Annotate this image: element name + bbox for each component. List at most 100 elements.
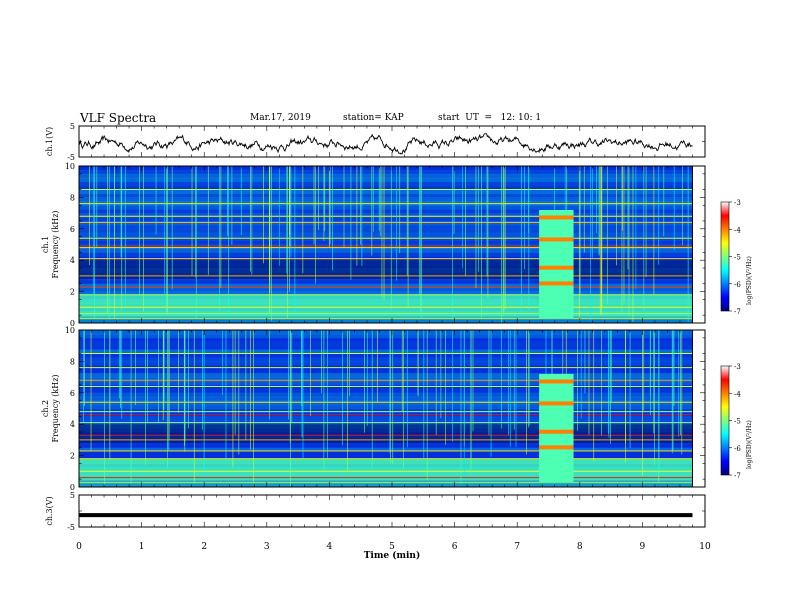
panel1-ytick-label: 5 (70, 122, 75, 131)
ch2-row (79, 396, 693, 402)
ch2-row (79, 369, 693, 374)
figure-title: VLF Spectra (80, 111, 157, 125)
ch2-colorbar-tick-label: -5 (734, 418, 741, 426)
ch2-row (79, 392, 693, 398)
ch2-bright-block-line (539, 379, 574, 384)
ch1-colorbar (720, 201, 730, 312)
ch1-row (79, 224, 693, 230)
panel2-ytick-label: 10 (65, 162, 75, 171)
ch1-row (79, 279, 693, 285)
panel3-ytick-label: 4 (70, 420, 75, 429)
ch2-row (79, 361, 693, 366)
xaxis-label: Time (min) (364, 550, 421, 561)
ch2-row (79, 377, 693, 382)
xtick-label: 2 (201, 542, 207, 552)
ch2-row (79, 447, 693, 453)
ch2-row (79, 455, 693, 461)
panel4-ytick-label: 5 (70, 491, 75, 500)
panel2-ylabel-units: Frequency (kHz) (51, 210, 60, 278)
panel2-ytick-label: 8 (70, 193, 75, 202)
ch1-colorbar-tick-label: -4 (734, 226, 741, 234)
panel3-ytick-label: 6 (70, 389, 75, 398)
ch2-row (79, 353, 693, 358)
ch2-row (79, 333, 693, 339)
ch1-row (79, 197, 693, 202)
figure-start-ut: start UT = 12: 10: 1 (438, 113, 542, 123)
ch2-row (79, 373, 693, 378)
ch2-row (79, 349, 693, 355)
ch2-colorbar-tick-label: -7 (734, 472, 741, 480)
ch1-row (79, 244, 693, 249)
ch2-bright-block (539, 373, 574, 483)
panel2-ytick-label: 2 (70, 288, 75, 297)
ch2-row (79, 451, 693, 457)
ch1-row (79, 287, 693, 293)
ch2-row (79, 381, 693, 386)
ch1-row (79, 240, 693, 245)
ch1-bright-block-line (539, 265, 574, 270)
ch1-bright-block (539, 209, 574, 319)
ch1-bright-block-line (539, 237, 574, 242)
ch1-row (79, 220, 693, 226)
ch1-row (79, 291, 693, 297)
ch1-colorbar-label: log(PSD)(V²/Hz) (746, 256, 753, 305)
ch1-row (79, 213, 693, 218)
xtick-label: 3 (264, 542, 270, 552)
ch1-row (79, 185, 693, 191)
ch1-colorbar-tick-label: -3 (734, 199, 741, 207)
xtick-label: 10 (699, 542, 711, 552)
ch1-row (79, 169, 693, 175)
ch1-row (79, 189, 693, 194)
xtick-label: 9 (640, 542, 646, 552)
ch2-colorbar (720, 365, 730, 476)
panel4-ytick-label: -5 (67, 523, 75, 532)
ch2-row (79, 408, 693, 413)
ch2-colorbar-label: log(PSD)(V²/Hz) (746, 420, 753, 469)
ch1-row (79, 193, 693, 198)
ch1-row (79, 319, 693, 324)
panel1-ytick-label: -5 (67, 153, 75, 162)
ch1-row (79, 228, 693, 234)
ch1-colorbar-tick-label: -7 (734, 308, 741, 316)
ch1-row (79, 181, 693, 187)
panel2-ytick-label: 0 (70, 319, 75, 328)
ch2-row (79, 330, 693, 335)
ch1-spectrogram (78, 165, 732, 324)
ch1-row (79, 232, 693, 238)
panel3-ytick-label: 8 (70, 357, 75, 366)
panel2-ylabel: ch.1 (41, 236, 50, 253)
panel1-ylabel: ch.1(V) (45, 127, 54, 156)
ch2-colorbar-tick-label: -6 (734, 445, 741, 453)
panel3-ylabel-units: Frequency (kHz) (51, 374, 60, 442)
panel4-ylabel: ch.3(V) (45, 496, 54, 525)
xtick-label: 6 (452, 542, 458, 552)
ch1-row (79, 248, 693, 253)
ch2-row (79, 404, 693, 409)
ch1-row (79, 236, 693, 242)
ch1-bright-block-line (539, 215, 574, 220)
figure-station: station= KAP (343, 113, 404, 123)
ch1-row (79, 283, 693, 289)
panel2-ytick-label: 6 (70, 225, 75, 234)
xtick-label: 1 (139, 542, 145, 552)
ch2-bright-block-line (539, 429, 574, 434)
ch2-bright-block-line (539, 401, 574, 406)
ch1-waveform-line (78, 133, 693, 155)
ch2-row (79, 345, 693, 351)
xtick-label: 7 (514, 542, 520, 552)
ch2-row (79, 357, 693, 362)
ch1-bright-block-line (539, 281, 574, 286)
ch2-row (79, 400, 693, 406)
ch2-row (79, 479, 693, 484)
ch1-row (79, 205, 693, 210)
panel3-ylabel: ch.2 (41, 400, 50, 417)
ch2-colorbar-tick-label: -4 (734, 390, 741, 398)
ch2-bright-block-line (539, 445, 574, 450)
panel2-ytick-label: 4 (70, 256, 75, 265)
ch1-row (79, 177, 693, 183)
ch2-row (79, 384, 693, 390)
xtick-label: 8 (577, 542, 583, 552)
ch1-row (79, 166, 693, 171)
ch2-spectrogram (78, 329, 732, 488)
